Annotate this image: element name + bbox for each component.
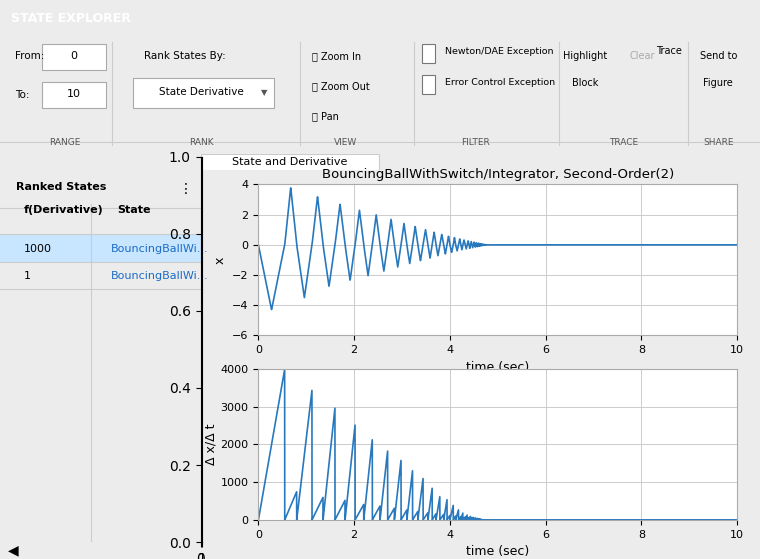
- Text: 0: 0: [70, 50, 78, 60]
- Text: ◀: ◀: [8, 543, 18, 558]
- FancyBboxPatch shape: [133, 78, 274, 108]
- Text: VIEW: VIEW: [334, 138, 357, 147]
- Y-axis label: Δ x/Δ t: Δ x/Δ t: [204, 424, 218, 465]
- Text: TRACE: TRACE: [609, 138, 638, 147]
- Text: From:: From:: [15, 51, 45, 61]
- Text: ▼: ▼: [261, 88, 268, 97]
- Text: 🔍 Zoom Out: 🔍 Zoom Out: [312, 81, 369, 91]
- Text: Highlight: Highlight: [563, 51, 607, 61]
- Text: To:: To:: [15, 91, 30, 101]
- Text: Figure: Figure: [703, 78, 733, 88]
- Text: State and Derivative: State and Derivative: [233, 157, 348, 167]
- Text: Rank States By:: Rank States By:: [144, 51, 226, 61]
- Text: Trace: Trace: [656, 46, 682, 56]
- Y-axis label: x: x: [214, 256, 226, 264]
- Text: State: State: [117, 205, 150, 215]
- Text: Newton/DAE Exception: Newton/DAE Exception: [445, 47, 553, 56]
- X-axis label: time (sec): time (sec): [466, 361, 530, 373]
- Text: 1000: 1000: [24, 244, 52, 254]
- Text: SHARE: SHARE: [703, 138, 733, 147]
- Text: 🔍 Zoom In: 🔍 Zoom In: [312, 51, 361, 61]
- Text: BouncingBallWi...: BouncingBallWi...: [111, 244, 208, 254]
- Text: Error Control Exception: Error Control Exception: [445, 78, 555, 87]
- Text: RANK: RANK: [189, 138, 214, 147]
- Text: Ranked States: Ranked States: [16, 182, 106, 192]
- Text: 1: 1: [24, 272, 31, 281]
- Text: Send to: Send to: [699, 51, 737, 61]
- Text: FILTER: FILTER: [461, 138, 489, 147]
- Title: BouncingBallWithSwitch/Integrator, Second-Order(2): BouncingBallWithSwitch/Integrator, Secon…: [321, 168, 674, 181]
- FancyBboxPatch shape: [422, 75, 435, 94]
- Text: 10: 10: [67, 89, 81, 99]
- Text: ⋮: ⋮: [179, 182, 192, 196]
- X-axis label: time (sec): time (sec): [466, 545, 530, 558]
- FancyBboxPatch shape: [422, 44, 435, 63]
- Text: State Derivative: State Derivative: [159, 87, 244, 97]
- FancyBboxPatch shape: [42, 82, 106, 108]
- Text: Clear: Clear: [629, 51, 655, 61]
- Text: f(Derivative): f(Derivative): [24, 205, 104, 215]
- FancyBboxPatch shape: [42, 44, 106, 70]
- Text: STATE EXPLORER: STATE EXPLORER: [11, 12, 131, 25]
- Text: ✋ Pan: ✋ Pan: [312, 111, 338, 121]
- Text: RANGE: RANGE: [49, 138, 81, 147]
- Text: BouncingBallWi...: BouncingBallWi...: [111, 272, 208, 281]
- Text: Block: Block: [572, 78, 598, 88]
- FancyBboxPatch shape: [201, 154, 379, 170]
- FancyBboxPatch shape: [0, 234, 201, 262]
